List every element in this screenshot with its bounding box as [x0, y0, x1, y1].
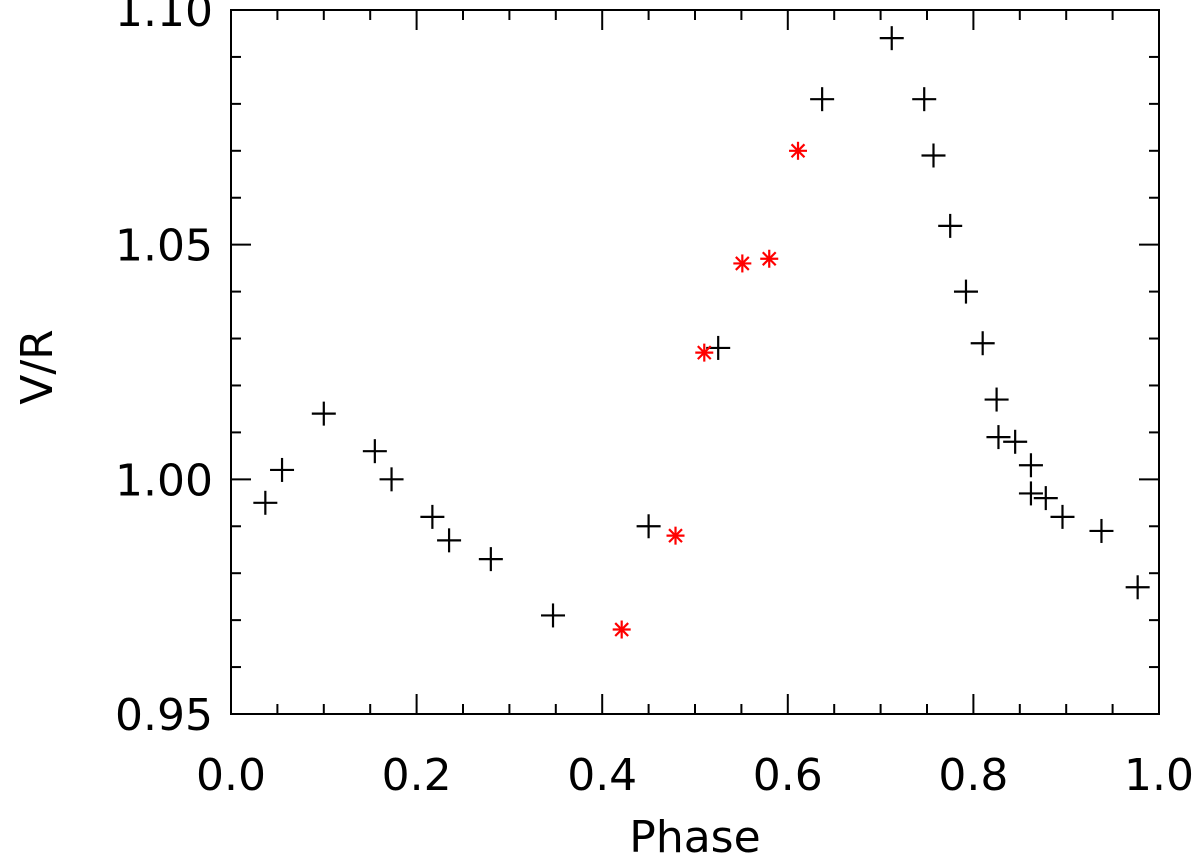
plot-frame	[230, 9, 1160, 715]
y-tick-label: 1.00	[115, 455, 213, 506]
asterisk-marker	[695, 343, 714, 362]
asterisk-marker	[666, 526, 685, 545]
x-axis-title: Phase	[629, 812, 760, 862]
asterisk-marker	[760, 249, 779, 268]
plus-marker	[636, 514, 661, 539]
y-axis-title: V/R	[12, 329, 63, 405]
plus-marker	[810, 87, 835, 112]
plus-marker	[1018, 481, 1043, 506]
plus-marker	[541, 603, 566, 628]
data-points	[253, 26, 1150, 639]
x-tick-label: 0.2	[382, 750, 452, 801]
plus-marker	[879, 26, 904, 51]
plus-marker	[1018, 453, 1043, 478]
plus-marker	[437, 528, 462, 553]
plus-marker	[938, 213, 963, 238]
plus-marker	[970, 331, 995, 356]
plus-marker	[311, 401, 336, 426]
y-tick-label: 0.95	[115, 690, 213, 741]
x-tick-label: 1.0	[1124, 750, 1194, 801]
plus-marker	[1125, 575, 1150, 600]
axis-ticks	[230, 9, 1160, 715]
plus-marker	[984, 387, 1009, 412]
asterisk-marker	[612, 620, 631, 639]
plus-marker	[362, 439, 387, 464]
asterisk-marker	[789, 141, 808, 160]
plus-marker	[953, 279, 978, 304]
asterisk-marker	[733, 254, 752, 273]
x-tick-label: 0.6	[753, 750, 823, 801]
plus-marker	[478, 547, 503, 572]
plus-marker	[270, 457, 295, 482]
plus-marker	[921, 143, 946, 168]
plus-marker	[253, 490, 278, 515]
axis-tick-labels: 0.0 0.2 0.4 0.6 0.8 1.0 0.95 1.00 1.05 1.10	[115, 0, 1194, 801]
plus-marker	[420, 504, 445, 529]
plus-marker	[379, 467, 404, 492]
plus-marker	[1003, 429, 1028, 454]
y-tick-label: 1.10	[115, 0, 213, 37]
plus-marker	[912, 87, 937, 112]
x-tick-label: 0.4	[567, 750, 637, 801]
x-tick-label: 0.8	[938, 750, 1008, 801]
plus-marker	[986, 425, 1011, 450]
y-tick-label: 1.05	[115, 221, 213, 272]
plus-marker	[1033, 486, 1058, 511]
plus-marker	[1050, 504, 1075, 529]
plus-marker	[1089, 518, 1114, 543]
x-tick-label: 0.0	[196, 750, 266, 801]
